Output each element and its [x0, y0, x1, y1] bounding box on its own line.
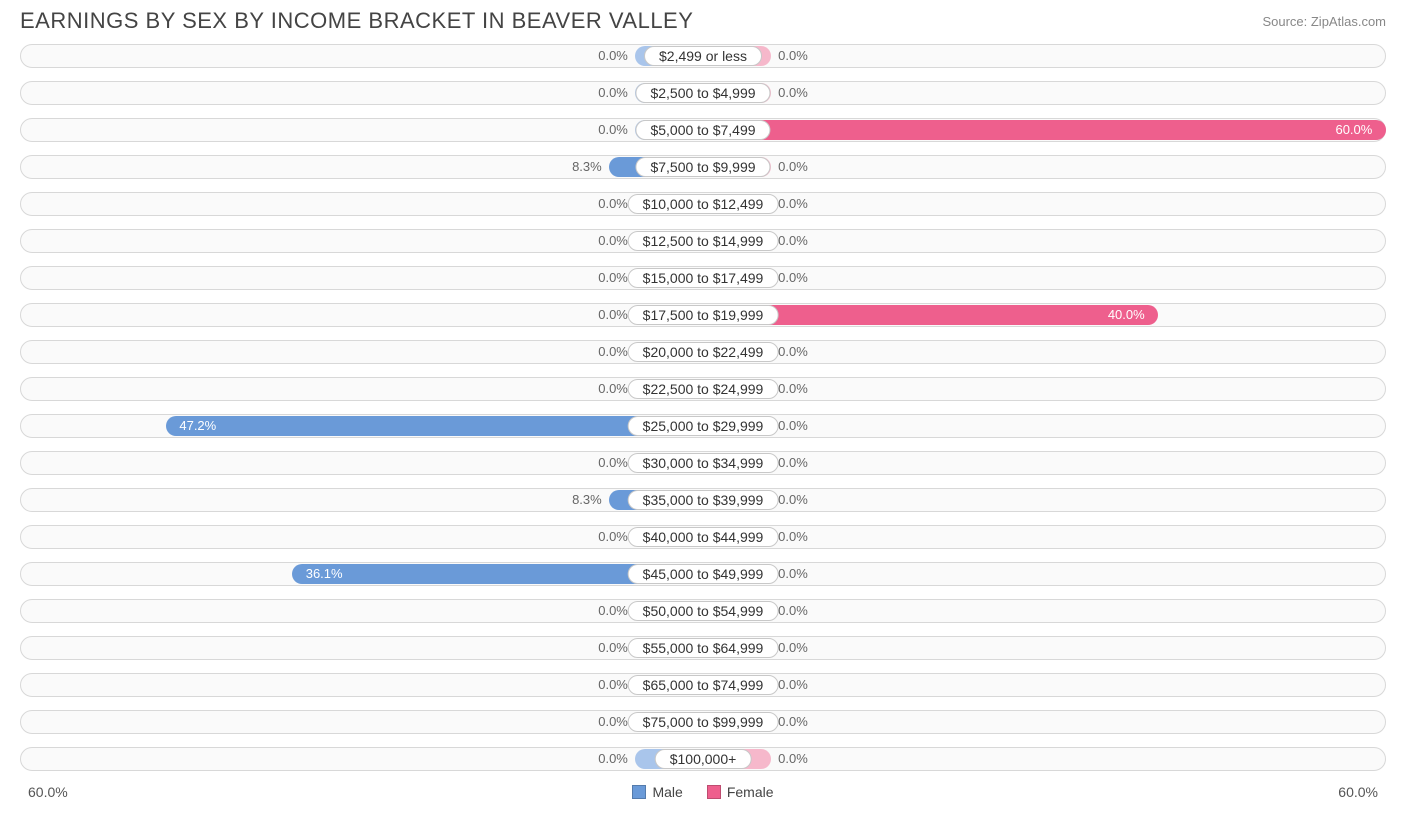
- row-label: $12,500 to $14,999: [628, 231, 779, 251]
- chart-row: $55,000 to $64,9990.0% 0.0%: [20, 630, 1386, 666]
- female-value: 0.0%: [778, 453, 808, 473]
- row-label: $35,000 to $39,999: [628, 490, 779, 510]
- row-label: $10,000 to $12,499: [628, 194, 779, 214]
- chart-row: $2,499 or less 0.0% 0.0%: [20, 38, 1386, 74]
- row-label: $15,000 to $17,499: [628, 268, 779, 288]
- chart-title: EARNINGS BY SEX BY INCOME BRACKET IN BEA…: [20, 8, 693, 34]
- male-value: 0.0%: [598, 342, 628, 362]
- axis-label-right: 60.0%: [1338, 784, 1378, 800]
- male-value: 0.0%: [598, 453, 628, 473]
- row-label: $25,000 to $29,999: [628, 416, 779, 436]
- male-value: 0.0%: [598, 749, 628, 769]
- female-value: 0.0%: [778, 601, 808, 621]
- female-value: 0.0%: [778, 268, 808, 288]
- male-value: 0.0%: [598, 675, 628, 695]
- chart-row: $35,000 to $39,999 8.3% 0.0%: [20, 482, 1386, 518]
- male-value: 0.0%: [598, 231, 628, 251]
- female-value: 0.0%: [778, 712, 808, 732]
- chart-area: $2,499 or less 0.0% 0.0% $2,500 to $4,999 0.…: [0, 38, 1406, 777]
- female-value: 0.0%: [778, 342, 808, 362]
- row-label: $55,000 to $64,999: [628, 638, 779, 658]
- chart-row: $100,000+ 0.0% 0.0%: [20, 741, 1386, 777]
- row-label: $2,499 or less: [644, 46, 762, 66]
- chart-row: $75,000 to $99,9990.0% 0.0%: [20, 704, 1386, 740]
- chart-row: $65,000 to $74,9990.0% 0.0%: [20, 667, 1386, 703]
- chart-row: $30,000 to $34,9990.0% 0.0%: [20, 445, 1386, 481]
- chart-row: $7,500 to $9,999 8.3% 0.0%: [20, 149, 1386, 185]
- male-value: 0.0%: [598, 601, 628, 621]
- female-value: 0.0%: [778, 157, 808, 177]
- male-swatch-icon: [632, 785, 646, 799]
- row-label: $20,000 to $22,499: [628, 342, 779, 362]
- female-swatch-icon: [707, 785, 721, 799]
- male-value: 8.3%: [572, 490, 602, 510]
- row-label: $30,000 to $34,999: [628, 453, 779, 473]
- male-value: 0.0%: [598, 120, 628, 140]
- row-label: $5,000 to $7,499: [635, 120, 770, 140]
- male-bar: [166, 416, 703, 436]
- male-value: 0.0%: [598, 638, 628, 658]
- row-label: $2,500 to $4,999: [635, 83, 770, 103]
- female-value: 40.0%: [1108, 305, 1145, 325]
- female-bar: [703, 120, 1386, 140]
- row-label: $7,500 to $9,999: [635, 157, 770, 177]
- female-value: 0.0%: [778, 194, 808, 214]
- female-value: 0.0%: [778, 638, 808, 658]
- female-value: 0.0%: [778, 231, 808, 251]
- chart-row: $45,000 to $49,999 36.1% 0.0%: [20, 556, 1386, 592]
- chart-row: $5,000 to $7,499 0.0% 60.0%: [20, 112, 1386, 148]
- chart-row: $17,500 to $19,9990.0% 40.0%: [20, 297, 1386, 333]
- chart-row: $22,500 to $24,9990.0% 0.0%: [20, 371, 1386, 407]
- row-label: $75,000 to $99,999: [628, 712, 779, 732]
- male-value: 0.0%: [598, 712, 628, 732]
- row-label: $22,500 to $24,999: [628, 379, 779, 399]
- chart-legend: Male Female: [632, 784, 773, 800]
- female-value: 0.0%: [778, 675, 808, 695]
- male-value: 0.0%: [598, 83, 628, 103]
- legend-male: Male: [632, 784, 682, 800]
- chart-row: $12,500 to $14,9990.0% 0.0%: [20, 223, 1386, 259]
- male-value: 36.1%: [306, 564, 343, 584]
- female-value: 60.0%: [1335, 120, 1372, 140]
- legend-female-label: Female: [727, 784, 774, 800]
- female-value: 0.0%: [778, 379, 808, 399]
- female-value: 0.0%: [778, 490, 808, 510]
- male-value: 8.3%: [572, 157, 602, 177]
- female-value: 0.0%: [778, 749, 808, 769]
- row-label: $65,000 to $74,999: [628, 675, 779, 695]
- chart-row: $2,500 to $4,999 0.0% 0.0%: [20, 75, 1386, 111]
- female-value: 0.0%: [778, 527, 808, 547]
- chart-row: $20,000 to $22,4990.0% 0.0%: [20, 334, 1386, 370]
- male-value: 0.0%: [598, 379, 628, 399]
- male-value: 0.0%: [598, 527, 628, 547]
- male-value: 0.0%: [598, 194, 628, 214]
- chart-row: $25,000 to $29,999 47.2% 0.0%: [20, 408, 1386, 444]
- male-value: 0.0%: [598, 46, 628, 66]
- chart-row: $15,000 to $17,4990.0% 0.0%: [20, 260, 1386, 296]
- chart-header: EARNINGS BY SEX BY INCOME BRACKET IN BEA…: [0, 0, 1406, 38]
- row-label: $45,000 to $49,999: [628, 564, 779, 584]
- female-value: 0.0%: [778, 416, 808, 436]
- male-value: 0.0%: [598, 268, 628, 288]
- row-label: $40,000 to $44,999: [628, 527, 779, 547]
- row-label: $17,500 to $19,999: [628, 305, 779, 325]
- male-value: 0.0%: [598, 305, 628, 325]
- male-value: 47.2%: [179, 416, 216, 436]
- legend-male-label: Male: [652, 784, 682, 800]
- female-value: 0.0%: [778, 564, 808, 584]
- chart-row: $50,000 to $54,9990.0% 0.0%: [20, 593, 1386, 629]
- row-label: $100,000+: [655, 749, 752, 769]
- female-value: 0.0%: [778, 83, 808, 103]
- chart-source: Source: ZipAtlas.com: [1262, 14, 1386, 29]
- chart-footer: 60.0% Male Female 60.0%: [0, 778, 1406, 800]
- chart-row: $10,000 to $12,4990.0% 0.0%: [20, 186, 1386, 222]
- chart-row: $40,000 to $44,9990.0% 0.0%: [20, 519, 1386, 555]
- axis-label-left: 60.0%: [28, 784, 68, 800]
- legend-female: Female: [707, 784, 774, 800]
- female-value: 0.0%: [778, 46, 808, 66]
- row-label: $50,000 to $54,999: [628, 601, 779, 621]
